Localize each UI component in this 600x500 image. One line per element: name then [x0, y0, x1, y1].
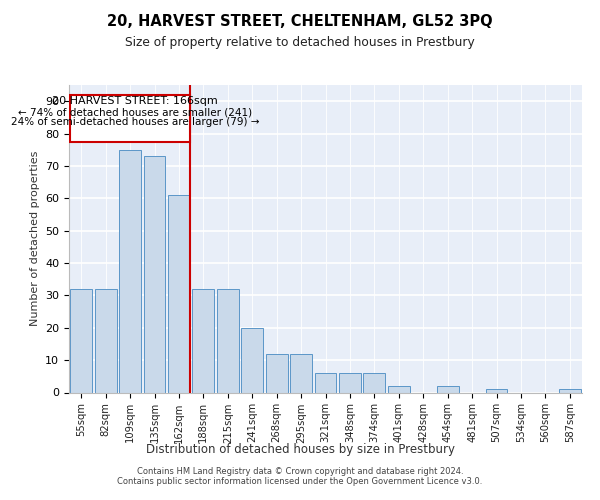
- Bar: [143, 156, 166, 392]
- Bar: [485, 390, 508, 392]
- Text: Size of property relative to detached houses in Prestbury: Size of property relative to detached ho…: [125, 36, 475, 49]
- Text: ← 74% of detached houses are smaller (241): ← 74% of detached houses are smaller (24…: [18, 107, 252, 117]
- Bar: [314, 373, 337, 392]
- Y-axis label: Number of detached properties: Number of detached properties: [29, 151, 40, 326]
- Text: Distribution of detached houses by size in Prestbury: Distribution of detached houses by size …: [146, 442, 455, 456]
- Text: Contains HM Land Registry data © Crown copyright and database right 2024.: Contains HM Land Registry data © Crown c…: [137, 467, 463, 476]
- Bar: [388, 386, 410, 392]
- Bar: [364, 373, 385, 392]
- Bar: [217, 289, 239, 393]
- Bar: [193, 289, 214, 393]
- Bar: [119, 150, 141, 392]
- Bar: [559, 390, 581, 392]
- Bar: [70, 94, 190, 142]
- Bar: [70, 289, 92, 393]
- Bar: [266, 354, 287, 393]
- Text: 20 HARVEST STREET: 166sqm: 20 HARVEST STREET: 166sqm: [52, 96, 218, 106]
- Bar: [339, 373, 361, 392]
- Text: Contains public sector information licensed under the Open Government Licence v3: Contains public sector information licen…: [118, 477, 482, 486]
- Text: 24% of semi-detached houses are larger (79) →: 24% of semi-detached houses are larger (…: [11, 118, 259, 128]
- Bar: [290, 354, 312, 393]
- Bar: [95, 289, 116, 393]
- Bar: [168, 195, 190, 392]
- Bar: [241, 328, 263, 392]
- Text: 20, HARVEST STREET, CHELTENHAM, GL52 3PQ: 20, HARVEST STREET, CHELTENHAM, GL52 3PQ: [107, 14, 493, 29]
- Bar: [437, 386, 458, 392]
